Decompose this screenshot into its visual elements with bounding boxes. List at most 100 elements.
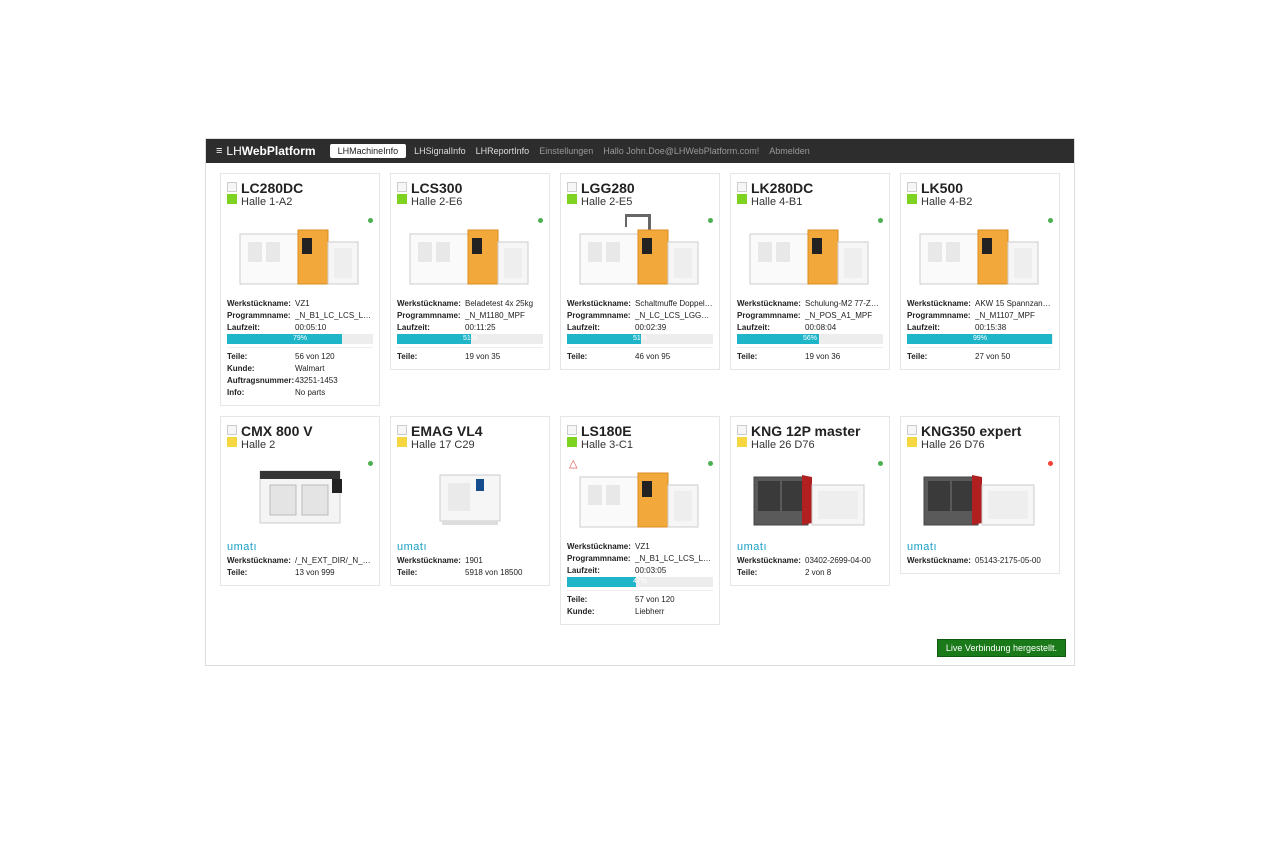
machine-card[interactable]: LGG280 Halle 2-E5 Werkstückname:Schaltmu… xyxy=(560,173,720,370)
machine-location: Halle 4-B2 xyxy=(921,196,1053,208)
progress-bar: 79% xyxy=(227,334,373,344)
state-indicator xyxy=(737,182,747,204)
nav-user-greeting: Hallo John.Doe@LHWebPlatform.com! xyxy=(603,146,759,156)
state-indicator xyxy=(907,425,917,447)
label-werk: Werkstückname: xyxy=(397,298,465,310)
value-werk: 03402-2699-04-00 xyxy=(805,555,883,567)
connection-status: Live Verbindung hergestellt. xyxy=(937,639,1066,657)
progress-bar: 56% xyxy=(737,334,883,344)
machine-name: LGG280 xyxy=(581,180,713,196)
value-werk: 05143-2175-05-00 xyxy=(975,555,1053,567)
label-werk: Werkstückname: xyxy=(567,541,635,553)
kv-row: Werkstückname:Beladetest 4x 25kg xyxy=(397,298,543,310)
machine-card[interactable]: LC280DC Halle 1-A2 Werkstückname:VZ1Prog… xyxy=(220,173,380,406)
label-werk: Werkstückname: xyxy=(227,298,295,310)
machine-name: CMX 800 V xyxy=(241,423,373,439)
state-indicator xyxy=(567,182,577,204)
machine-name: EMAG VL4 xyxy=(411,423,543,439)
machine-name: KNG350 expert xyxy=(921,423,1053,439)
machine-card[interactable]: EMAG VL4 Halle 17 C29 umatı Werkstücknam… xyxy=(390,416,550,586)
machine-location: Halle 26 D76 xyxy=(921,439,1053,451)
layers-icon: ≡ xyxy=(216,145,222,157)
state-indicator xyxy=(907,182,917,204)
state-indicator xyxy=(227,182,237,204)
value-werk: 1901 xyxy=(465,555,543,567)
value-werk: Schulung-M2 77-Z40... xyxy=(805,298,883,310)
progress-bar: 47% xyxy=(567,577,713,587)
kv-row: Werkstückname:Schulung-M2 77-Z40... xyxy=(737,298,883,310)
machine-location: Halle 17 C29 xyxy=(411,439,543,451)
machine-name: LCS300 xyxy=(411,180,543,196)
umati-badge: umatı xyxy=(397,541,543,553)
state-indicator xyxy=(737,425,747,447)
machine-image xyxy=(737,455,883,535)
value-werk: AKW 15 Spannzange... xyxy=(975,298,1053,310)
machine-grid: LC280DC Halle 1-A2 Werkstückname:VZ1Prog… xyxy=(206,163,1074,665)
kv-row: Werkstückname:05143-2175-05-00 xyxy=(907,555,1053,567)
machine-image xyxy=(227,212,373,292)
nav-logout[interactable]: Abmelden xyxy=(769,146,810,156)
machine-location: Halle 2-E6 xyxy=(411,196,543,208)
machine-card[interactable]: LK500 Halle 4-B2 Werkstückname:AKW 15 Sp… xyxy=(900,173,1060,370)
label-werk: Werkstückname: xyxy=(567,298,635,310)
brand-name: WebPlatform xyxy=(242,144,316,158)
progress-bar: 51% xyxy=(397,334,543,344)
kv-row: Werkstückname:AKW 15 Spannzange... xyxy=(907,298,1053,310)
machine-name: LC280DC xyxy=(241,180,373,196)
label-werk: Werkstückname: xyxy=(227,555,295,567)
machine-name: LK500 xyxy=(921,180,1053,196)
state-indicator xyxy=(227,425,237,447)
kv-row: Werkstückname:Schaltmuffe Doppelv... xyxy=(567,298,713,310)
machine-image xyxy=(227,455,373,535)
navbar: ≡ LHWebPlatform LHMachineInfo LHSignalIn… xyxy=(206,139,1074,163)
machine-location: Halle 2 xyxy=(241,439,373,451)
nav-settings[interactable]: Einstellungen xyxy=(539,146,593,156)
kv-row: Werkstückname:VZ1 xyxy=(567,541,713,553)
machine-location: Halle 4-B1 xyxy=(751,196,883,208)
kv-row: Werkstückname:03402-2699-04-00 xyxy=(737,555,883,567)
value-werk: VZ1 xyxy=(295,298,373,310)
kv-row: Werkstückname:1901 xyxy=(397,555,543,567)
progress-bar: 51% xyxy=(567,334,713,344)
machine-name: LK280DC xyxy=(751,180,883,196)
label-werk: Werkstückname: xyxy=(397,555,465,567)
label-werk: Werkstückname: xyxy=(907,555,975,567)
machine-name: LS180E xyxy=(581,423,713,439)
label-werk: Werkstückname: xyxy=(737,298,805,310)
machine-image xyxy=(567,212,713,292)
state-indicator xyxy=(397,182,407,204)
machine-image xyxy=(397,455,543,535)
app-frame: ≡ LHWebPlatform LHMachineInfo LHSignalIn… xyxy=(205,138,1075,666)
umati-badge: umatı xyxy=(907,541,1053,553)
state-indicator xyxy=(397,425,407,447)
machine-card[interactable]: KNG350 expert Halle 26 D76 umatı Werkstü… xyxy=(900,416,1060,574)
machine-card[interactable]: LS180E Halle 3-C1 △ Werkstückname:VZ1Pro… xyxy=(560,416,720,625)
state-indicator xyxy=(567,425,577,447)
machine-image xyxy=(397,212,543,292)
value-werk: Beladetest 4x 25kg xyxy=(465,298,543,310)
machine-location: Halle 26 D76 xyxy=(751,439,883,451)
value-werk: Schaltmuffe Doppelv... xyxy=(635,298,713,310)
value-werk: /_N_EXT_DIR/_N_EXT... xyxy=(295,555,373,567)
umati-badge: umatı xyxy=(737,541,883,553)
brand-prefix: LH xyxy=(226,144,241,158)
machine-name: KNG 12P master xyxy=(751,423,883,439)
value-werk: VZ1 xyxy=(635,541,713,553)
nav-tab-reportinfo[interactable]: LHReportInfo xyxy=(476,146,530,156)
machine-image xyxy=(907,212,1053,292)
kv-row: Werkstückname:VZ1 xyxy=(227,298,373,310)
label-werk: Werkstückname: xyxy=(907,298,975,310)
machine-image xyxy=(907,455,1053,535)
warning-icon: △ xyxy=(569,457,577,470)
machine-card[interactable]: LK280DC Halle 4-B1 Werkstückname:Schulun… xyxy=(730,173,890,370)
machine-card[interactable]: CMX 800 V Halle 2 umatı Werkstückname:/_… xyxy=(220,416,380,586)
nav-tab-signalinfo[interactable]: LHSignalInfo xyxy=(414,146,466,156)
brand: ≡ LHWebPlatform xyxy=(216,144,316,158)
machine-card[interactable]: KNG 12P master Halle 26 D76 umatı Werkst… xyxy=(730,416,890,586)
machine-location: Halle 3-C1 xyxy=(581,439,713,451)
machine-location: Halle 2-E5 xyxy=(581,196,713,208)
machine-card[interactable]: LCS300 Halle 2-E6 Werkstückname:Beladete… xyxy=(390,173,550,370)
machine-image xyxy=(737,212,883,292)
nav-tab-machineinfo[interactable]: LHMachineInfo xyxy=(330,144,407,158)
machine-image: △ xyxy=(567,455,713,535)
